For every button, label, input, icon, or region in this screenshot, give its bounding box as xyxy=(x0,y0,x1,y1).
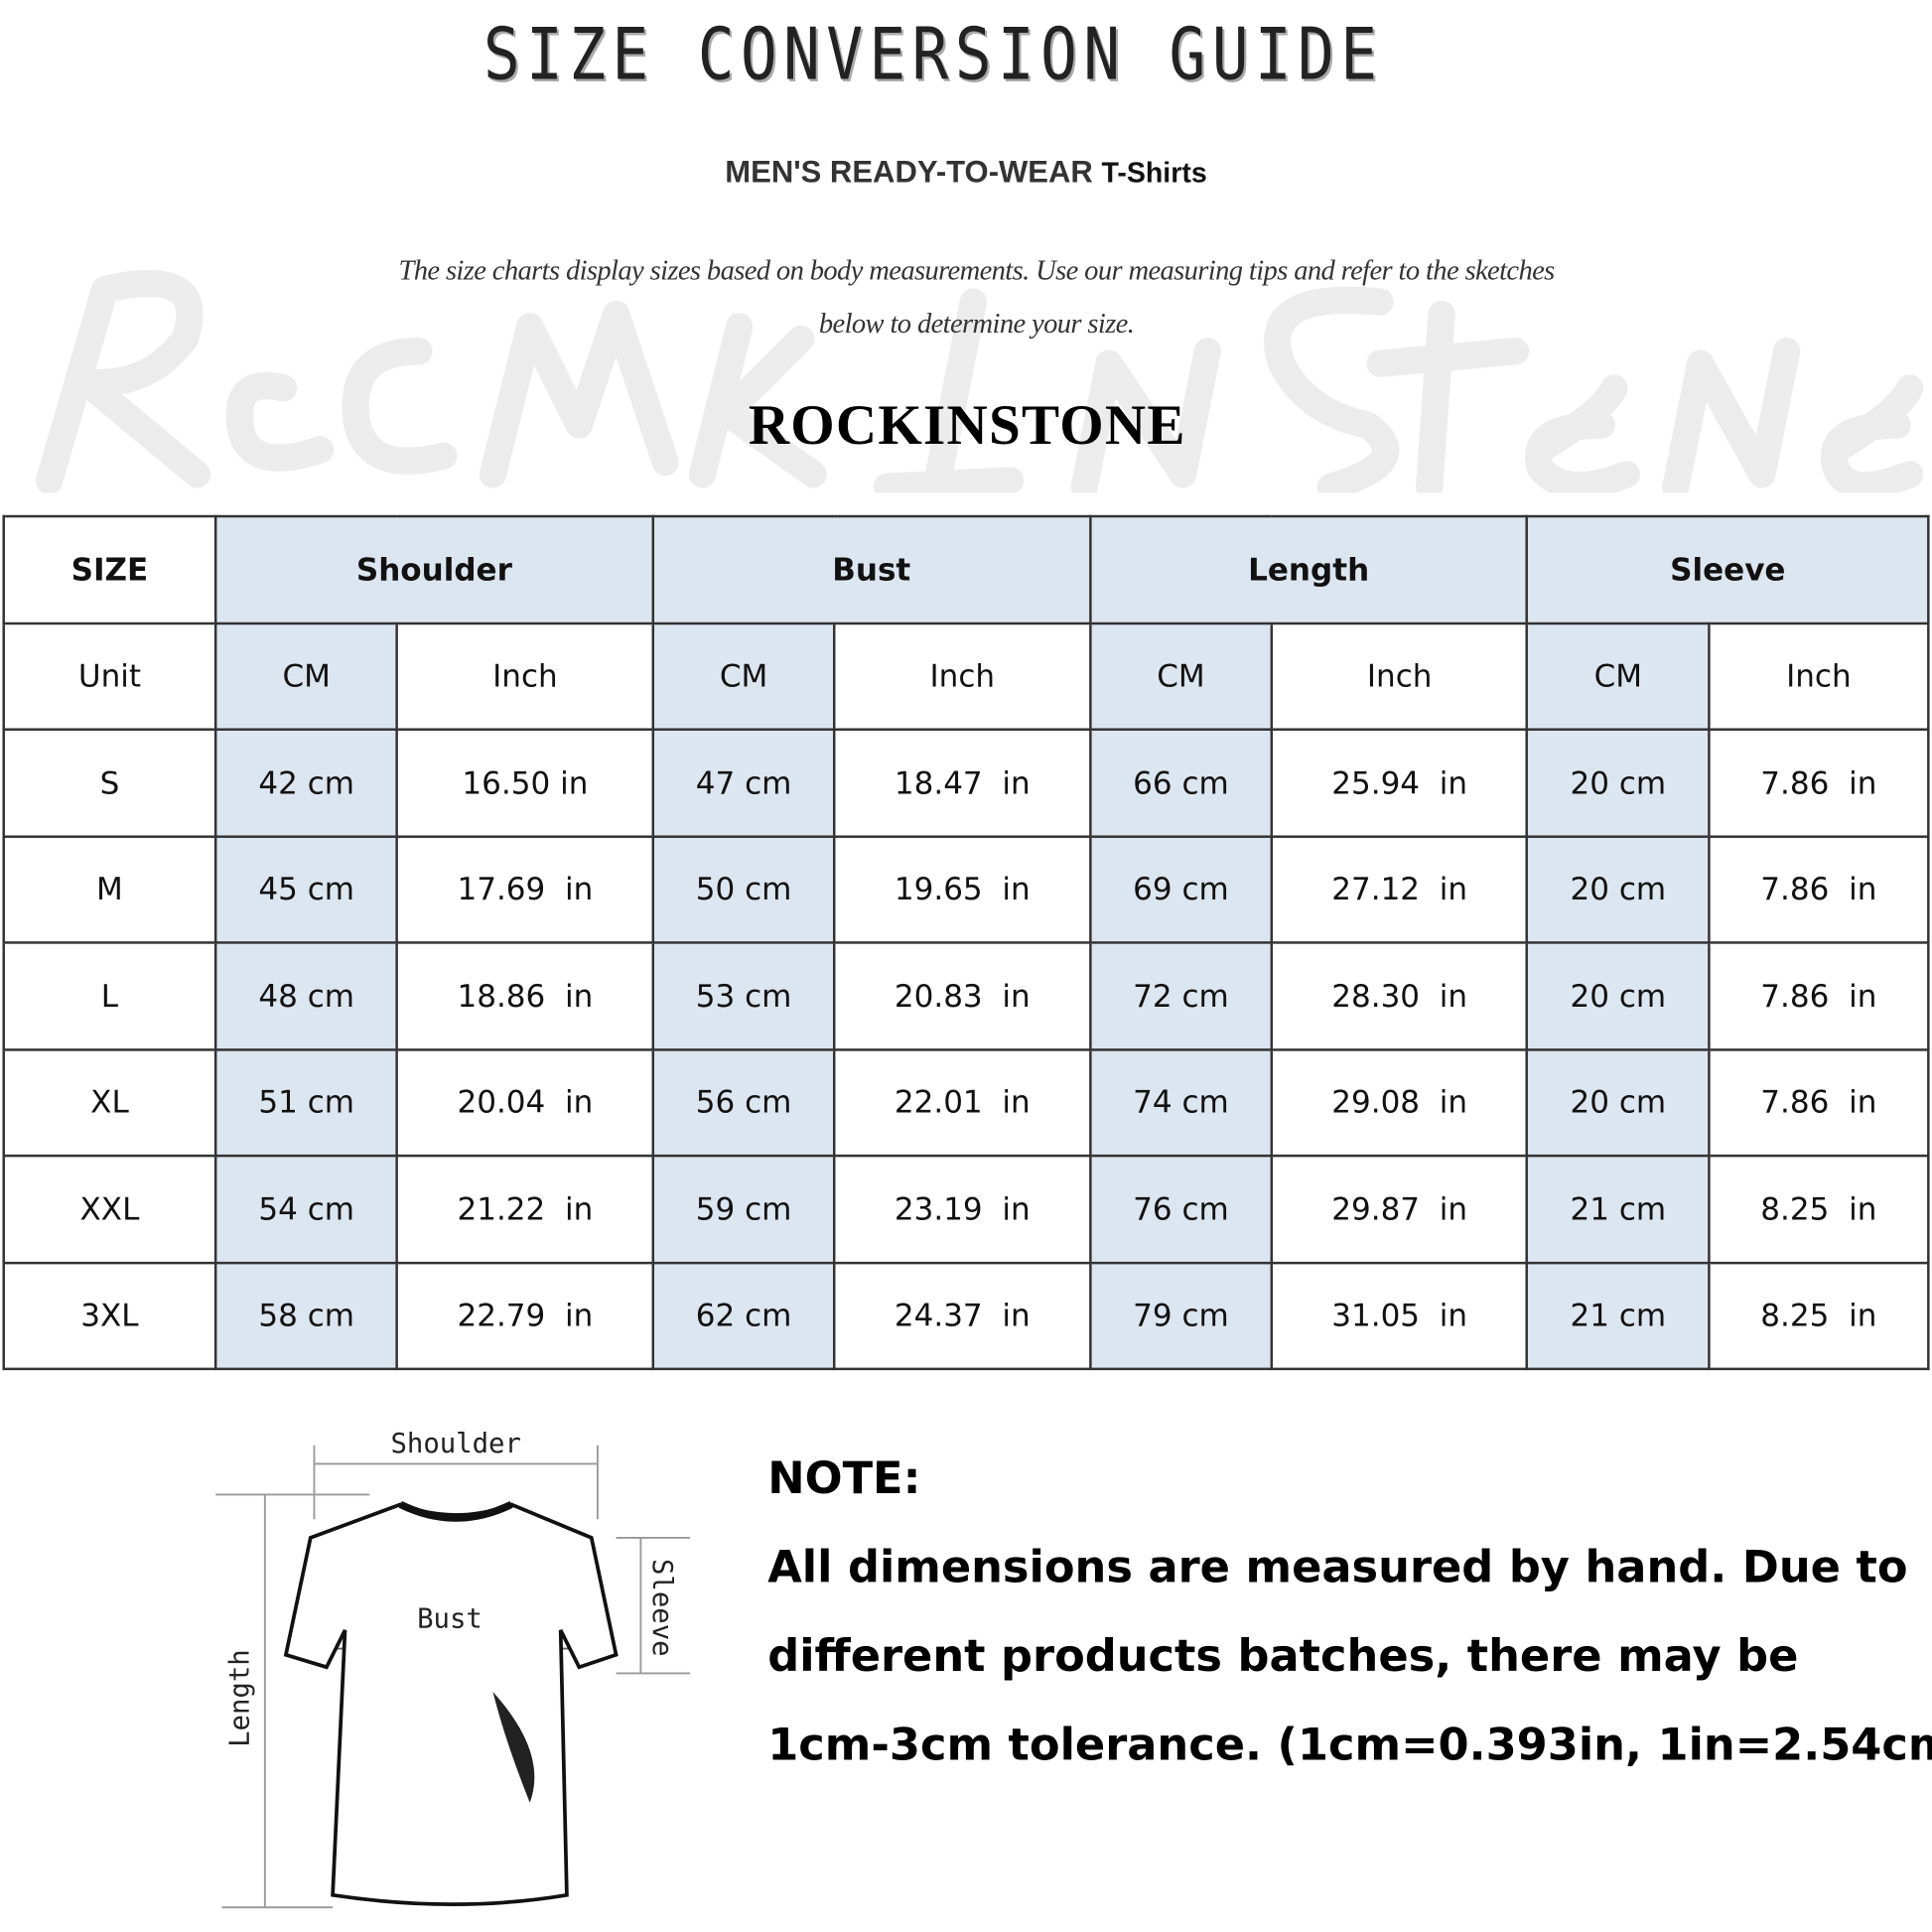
table-row: XL 51 cm 20.04 in 56 cm 22.01 in 74 cm 29.08 i… xyxy=(2,1047,1930,1158)
measurement-cell: 21 cm xyxy=(1526,1261,1711,1371)
measurement-cell: 54 cm xyxy=(213,1154,399,1264)
measurement-cell: 8.25 in xyxy=(1708,1154,1930,1264)
measurement-cell: 7.86 in xyxy=(1708,834,1930,944)
note-line-2: different products batches, there may be xyxy=(767,1631,1799,1683)
tshirt-outline-icon xyxy=(283,1502,619,1906)
label-bust: Bust xyxy=(417,1603,483,1634)
measurement-cell: 17.69 in xyxy=(395,834,654,944)
size-label: 3XL xyxy=(2,1261,217,1371)
group-shoulder: Shoulder xyxy=(213,514,654,624)
measurement-cell: 79 cm xyxy=(1088,1261,1274,1371)
measurement-cell: 16.50 in xyxy=(395,728,654,838)
note-heading: NOTE: xyxy=(767,1453,921,1505)
measurement-cell: 51 cm xyxy=(213,1047,399,1158)
measurement-cell: 74 cm xyxy=(1088,1047,1274,1158)
group-bust: Bust xyxy=(651,514,1092,624)
label-length: Length xyxy=(225,1649,256,1747)
measurement-cell: 20.04 in xyxy=(395,1047,654,1158)
unit-label: Unit xyxy=(2,621,217,731)
measurement-cell: 28.30 in xyxy=(1270,941,1529,1051)
unit-row: Unit CM Inch CM Inch CM Inch CM Inch xyxy=(2,621,1930,731)
size-label: L xyxy=(2,941,217,1051)
table-row: S 42 cm 16.50 in 47 cm 18.47 in 66 cm 25.94 in… xyxy=(2,728,1930,838)
description-line-1: The size charts display sizes based on b… xyxy=(398,254,1555,286)
note-line-1: All dimensions are measured by hand. Due… xyxy=(767,1542,1908,1593)
measurement-cell: 29.08 in xyxy=(1270,1047,1529,1158)
measurement-cell: 53 cm xyxy=(651,941,836,1051)
group-header-row: SIZE Shoulder Bust Length Sleeve xyxy=(2,514,1930,624)
measurement-cell: 48 cm xyxy=(213,941,399,1051)
measurement-cell: 20.83 in xyxy=(833,941,1092,1051)
table-row: L 48 cm 18.86 in 53 cm 20.83 in 72 cm 28.30 in… xyxy=(2,941,1930,1051)
group-sleeve: Sleeve xyxy=(1526,514,1930,624)
measurement-cell: 27.12 in xyxy=(1270,834,1529,944)
size-label: S xyxy=(2,728,217,838)
measurement-cell: 22.79 in xyxy=(395,1261,654,1371)
measurement-cell: 66 cm xyxy=(1088,728,1274,838)
group-length: Length xyxy=(1088,514,1529,624)
measurement-cell: 50 cm xyxy=(651,834,836,944)
note-line-3: 1cm-3cm tolerance. (1cm=0.393in, 1in=2.5… xyxy=(767,1720,1932,1771)
size-label: XL xyxy=(2,1047,217,1158)
measurement-cell: 62 cm xyxy=(651,1261,836,1371)
measurement-cell: 25.94 in xyxy=(1270,728,1529,838)
label-shoulder: Shoulder xyxy=(390,1429,520,1459)
measurement-cell: 18.47 in xyxy=(833,728,1092,838)
measurement-cell: 72 cm xyxy=(1088,941,1274,1051)
measurement-cell: 24.37 in xyxy=(833,1261,1092,1371)
measurement-cell: 23.19 in xyxy=(833,1154,1092,1264)
table-row: XXL 54 cm 21.22 in 59 cm 23.19 in 76 cm 29.87 … xyxy=(2,1154,1930,1264)
measurement-cell: 56 cm xyxy=(651,1047,836,1158)
measurement-cell: 20 cm xyxy=(1526,1047,1711,1158)
size-header: SIZE xyxy=(2,514,217,624)
subtitle-product: T-Shirts xyxy=(1101,156,1207,189)
measurement-cell: 21.22 in xyxy=(395,1154,654,1264)
size-table: SIZE Shoulder Bust Length Sleeve Unit CM… xyxy=(2,514,1930,1371)
measurement-cell: 21 cm xyxy=(1526,1154,1711,1264)
size-label: M xyxy=(2,834,217,944)
measurement-cell: 59 cm xyxy=(651,1154,836,1264)
measurement-cell: 8.25 in xyxy=(1708,1261,1930,1371)
unit-cm: CM xyxy=(213,621,399,731)
label-sleeve: Sleeve xyxy=(646,1559,677,1657)
unit-cm: CM xyxy=(1526,621,1711,731)
measurement-cell: 22.01 in xyxy=(833,1047,1092,1158)
unit-inch: Inch xyxy=(833,621,1092,731)
measurement-cell: 76 cm xyxy=(1088,1154,1274,1264)
measurement-cell: 18.86 in xyxy=(395,941,654,1051)
tshirt-measurement-diagram: Shoulder Bust Length Sleeve xyxy=(215,1429,691,1909)
subtitle-main: MEN'S READY-TO-WEAR xyxy=(725,155,1093,191)
measurement-cell: 20 cm xyxy=(1526,728,1711,838)
table-row: 3XL 58 cm 22.79 in 62 cm 24.37 in 79 cm 31.05 … xyxy=(2,1261,1930,1371)
subtitle: MEN'S READY-TO-WEAR T-Shirts xyxy=(0,155,1932,191)
measurement-cell: 7.86 in xyxy=(1708,941,1930,1051)
measurement-cell: 20 cm xyxy=(1526,834,1711,944)
measurement-cell: 45 cm xyxy=(213,834,399,944)
measurement-cell: 42 cm xyxy=(213,728,399,838)
table-row: M 45 cm 17.69 in 50 cm 19.65 in 69 cm 27.12 in… xyxy=(2,834,1930,944)
measurement-cell: 58 cm xyxy=(213,1261,399,1371)
measurement-cell: 47 cm xyxy=(651,728,836,838)
unit-inch: Inch xyxy=(1708,621,1930,731)
unit-inch: Inch xyxy=(395,621,654,731)
measurement-cell: 31.05 in xyxy=(1270,1261,1529,1371)
measurement-cell: 7.86 in xyxy=(1708,728,1930,838)
measurement-cell: 20 cm xyxy=(1526,941,1711,1051)
unit-inch: Inch xyxy=(1270,621,1529,731)
description-line-2: below to determine your size. xyxy=(818,308,1135,340)
page-title: SIZE CONVERSION GUIDE xyxy=(483,12,1384,96)
measurement-cell: 69 cm xyxy=(1088,834,1274,944)
brand-name: ROCKINSTONE xyxy=(748,392,1186,457)
measurement-cell: 19.65 in xyxy=(833,834,1092,944)
measurement-cell: 7.86 in xyxy=(1708,1047,1930,1158)
watermark-logo xyxy=(35,269,1924,493)
size-label: XXL xyxy=(2,1154,217,1264)
unit-cm: CM xyxy=(651,621,836,731)
measurement-cell: 29.87 in xyxy=(1270,1154,1529,1264)
unit-cm: CM xyxy=(1088,621,1274,731)
